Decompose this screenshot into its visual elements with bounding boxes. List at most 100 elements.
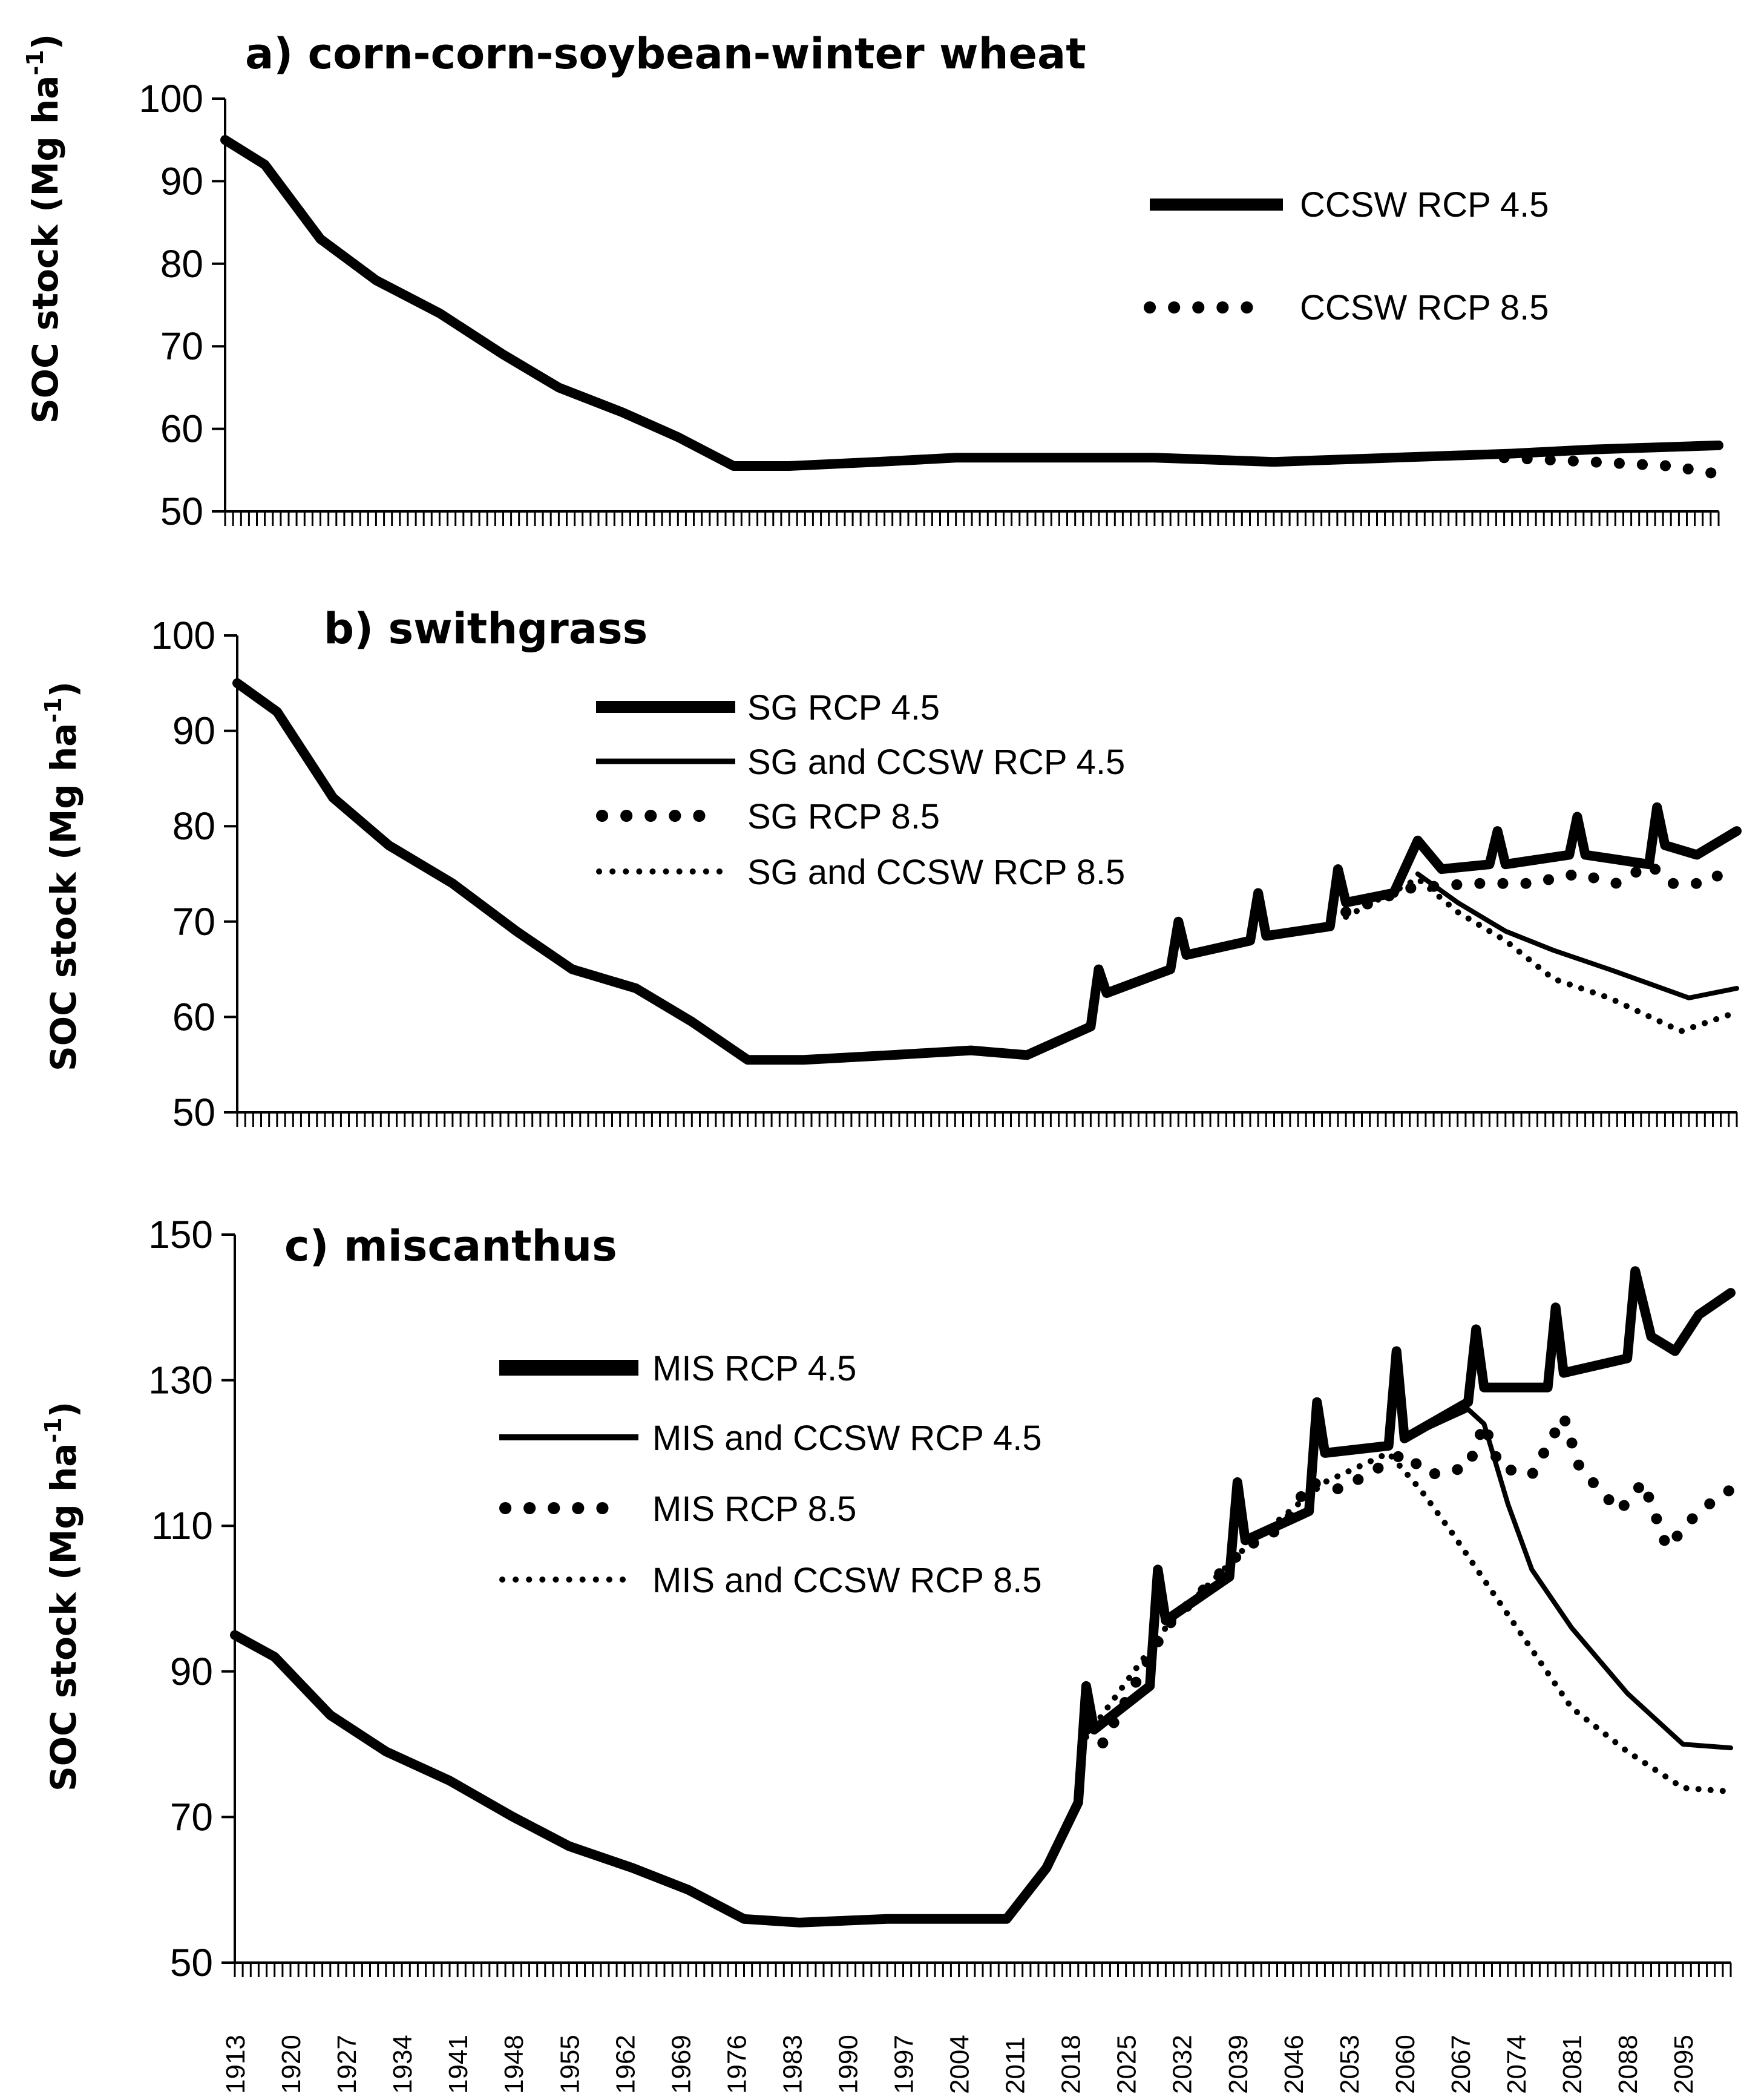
panel-b-y-ticks: 50 60 70 80 90 100 [151, 614, 237, 1134]
panel-b-y-axis-label: SOC stock (Mg ha-1) [40, 681, 84, 1071]
y-tick-label: 100 [151, 614, 215, 657]
panel-a-ylabel-base: SOC stock (Mg ha [25, 76, 66, 424]
panel-c-legend: MIS RCP 4.5 MIS and CCSW RCP 4.5 MIS RCP… [499, 1349, 1042, 1600]
panel-b-series [232, 678, 1742, 1065]
x-tick-label: 1997 [890, 2035, 919, 2094]
x-tick-label: 2067 [1446, 2035, 1476, 2094]
y-tick-label: 70 [170, 1795, 213, 1839]
y-tick-label: 150 [148, 1213, 213, 1256]
x-tick-label: 1969 [666, 2035, 696, 2094]
panel-b-axes [236, 635, 1738, 1127]
panel-a-y-axis-label: SOC stock (Mg ha-1) [22, 34, 66, 424]
panel-c-y-ticks: 50 70 90 110 130 150 [148, 1213, 235, 1984]
x-tick-label: 2046 [1279, 2035, 1309, 2094]
x-axis-minor-ticks [234, 1963, 1732, 1977]
x-tick-label: 2095 [1669, 2035, 1699, 2094]
legend-label-mis-rcp45: MIS RCP 4.5 [652, 1349, 856, 1388]
panel-b-legend: SG RCP 4.5 SG and CCSW RCP 4.5 SG RCP 8.… [596, 688, 1125, 892]
svg-text:SOC stock (Mg ha-1): SOC stock (Mg ha-1) [22, 34, 66, 424]
panel-b-ylabel-close: ) [43, 681, 84, 698]
series-line-mis-rcp-4-5 [230, 1266, 1736, 1928]
y-tick-label: 100 [139, 77, 203, 120]
series-line-mis-and-ccsw-rcp-8-5 [1083, 1449, 1734, 1795]
panel-b-ylabel-base: SOC stock (Mg ha [43, 723, 84, 1071]
x-tick-label: 2039 [1224, 2035, 1253, 2094]
x-tick-label: 2074 [1502, 2035, 1532, 2094]
y-tick-label: 130 [148, 1359, 213, 1402]
panel-a-y-ticks: 50 60 70 80 90 100 [139, 77, 225, 533]
series-line-ccsw-rcp-8-5 [1498, 452, 1724, 480]
panel-a: a) corn-corn-soybean-winter wheat SOC st… [22, 29, 1724, 533]
series-line-ccsw-rcp-4-5 [220, 135, 1723, 471]
x-tick-label: 1955 [555, 2035, 585, 2094]
y-tick-label: 80 [172, 804, 215, 848]
x-axis-minor-ticks [236, 1112, 1738, 1127]
y-tick-label: 90 [160, 159, 203, 203]
x-axis-minor-ticks [224, 511, 1720, 526]
panel-c: c) miscanthus SOC stock (Mg ha-1) 50 70 90… [40, 1213, 1736, 2094]
x-tick-label: 2018 [1057, 2035, 1086, 2094]
y-tick-label: 90 [170, 1650, 213, 1693]
panel-c-ylabel-close: ) [43, 1402, 84, 1418]
y-tick-label: 60 [172, 995, 215, 1039]
y-tick-label: 80 [160, 242, 203, 286]
x-tick-label: 1976 [722, 2035, 752, 2094]
legend-label-sg-rcp45: SG RCP 4.5 [747, 688, 940, 727]
series-line-sg-rcp-4-5 [232, 678, 1742, 1065]
panel-c-title: c) miscanthus [284, 1221, 617, 1271]
x-tick-label: 2004 [945, 2035, 975, 2094]
x-tick-label: 1962 [611, 2035, 640, 2094]
x-tick-label: 2011 [1001, 2036, 1031, 2094]
panel-a-axes [224, 99, 1720, 526]
x-tick-label: 1913 [221, 2035, 251, 2094]
legend-label-mis-rcp85: MIS RCP 8.5 [652, 1489, 856, 1529]
y-tick-label: 90 [172, 709, 215, 753]
svg-text:SOC stock (Mg ha-1): SOC stock (Mg ha-1) [40, 681, 84, 1071]
x-tick-label: 1983 [778, 2035, 807, 2094]
x-tick-label: 1934 [388, 2035, 418, 2094]
x-tick-label: 2088 [1613, 2035, 1643, 2094]
panel-c-axes [234, 1235, 1732, 1977]
legend-label-ccsw-rcp85: CCSW RCP 8.5 [1300, 288, 1549, 327]
panel-c-ylabel-base: SOC stock (Mg ha [43, 1443, 84, 1791]
y-tick-label: 50 [160, 490, 203, 533]
panel-a-legend: CCSW RCP 4.5 CCSW RCP 8.5 [1144, 185, 1549, 327]
x-tick-label: 2060 [1391, 2035, 1420, 2094]
y-tick-label: 70 [172, 900, 215, 943]
y-tick-label: 50 [170, 1941, 213, 1984]
panel-a-ylabel-close: ) [25, 34, 66, 50]
y-tick-label: 60 [160, 407, 203, 451]
panel-a-ylabel-sup: -1 [22, 50, 48, 75]
panel-b-ylabel-sup: -1 [40, 697, 67, 723]
legend-label-sg-rcp85: SG RCP 8.5 [747, 797, 940, 836]
legend-label-mis-ccsw-rcp85: MIS and CCSW RCP 8.5 [652, 1561, 1042, 1600]
y-tick-label: 70 [160, 324, 203, 368]
series-line-sg-and-ccsw-rcp-4-5 [1415, 871, 1739, 1000]
panel-b: b) swithgrass SOC stock (Mg ha-1) 50 60 70… [40, 604, 1742, 1134]
x-tick-label: 1927 [332, 2035, 362, 2094]
legend-label-mis-ccsw-rcp45: MIS and CCSW RCP 4.5 [652, 1419, 1042, 1458]
panel-c-y-axis-label: SOC stock (Mg ha-1) [40, 1402, 84, 1791]
x-tick-label: 1920 [277, 2035, 306, 2094]
panel-c-x-ticks: 1913 1920 1927 1934 1941 1948 1955 1962 1969 1976… [221, 2035, 1699, 2094]
x-tick-label: 2053 [1335, 2035, 1365, 2094]
panel-a-series [220, 135, 1724, 480]
panel-b-title: b) swithgrass [324, 604, 648, 654]
x-tick-label: 2081 [1558, 2035, 1587, 2094]
x-tick-label: 1948 [499, 2035, 529, 2094]
series-line-sg-and-ccsw-rcp-8-5 [1343, 875, 1740, 1034]
legend-label-ccsw-rcp45: CCSW RCP 4.5 [1300, 185, 1549, 225]
series-line-mis-and-ccsw-rcp-4-5 [1402, 1406, 1733, 1751]
legend-label-sg-ccsw-rcp85: SG and CCSW RCP 8.5 [747, 853, 1125, 892]
y-tick-label: 110 [151, 1504, 213, 1547]
x-tick-label: 1990 [833, 2035, 863, 2094]
y-tick-label: 50 [172, 1091, 215, 1134]
legend-label-sg-ccsw-rcp45: SG and CCSW RCP 4.5 [747, 743, 1125, 782]
panel-c-ylabel-sup: -1 [40, 1417, 67, 1443]
svg-text:SOC stock (Mg ha-1): SOC stock (Mg ha-1) [40, 1402, 84, 1791]
x-tick-label: 2025 [1112, 2035, 1142, 2094]
series-line-sg-rcp-8-5 [1340, 859, 1742, 917]
x-tick-label: 2032 [1168, 2035, 1198, 2094]
panel-a-title: a) corn-corn-soybean-winter wheat [245, 29, 1086, 79]
